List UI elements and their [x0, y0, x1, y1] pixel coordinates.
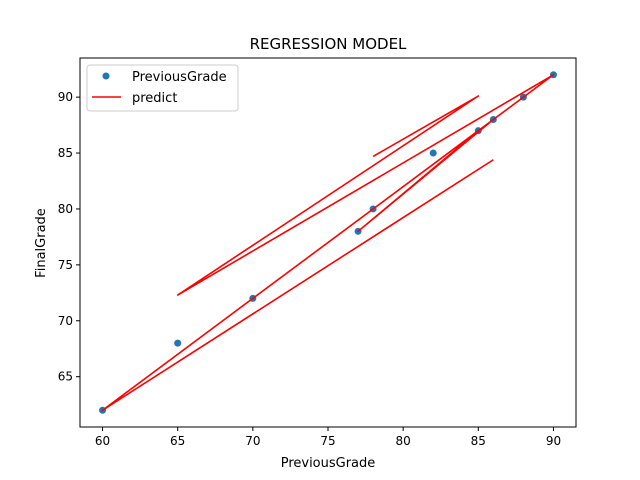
legend-scatter-marker — [102, 72, 110, 80]
predict-line — [101, 73, 555, 412]
legend: PreviousGrade predict — [86, 64, 239, 112]
legend-box — [86, 64, 239, 112]
y-tick-label: 75 — [58, 258, 73, 272]
x-tick-label: 70 — [245, 434, 260, 448]
y-tick-label: 65 — [58, 370, 73, 384]
chart-title: REGRESSION MODEL — [250, 35, 407, 53]
x-tick-label: 75 — [320, 434, 335, 448]
axis-ticks: 60 65 70 75 80 85 90 65 70 75 80 85 90 — [58, 90, 561, 448]
y-tick-label: 80 — [58, 202, 73, 216]
x-axis-label: PreviousGrade — [281, 456, 376, 471]
x-tick-label: 60 — [95, 434, 110, 448]
scatter-point — [429, 149, 437, 157]
legend-scatter-label: PreviousGrade — [132, 70, 227, 85]
y-tick-label: 70 — [58, 314, 73, 328]
y-axis-label: FinalGrade — [34, 208, 49, 278]
y-tick-label: 90 — [58, 90, 73, 104]
y-tick-label: 85 — [58, 146, 73, 160]
scatter-point — [174, 339, 182, 347]
plot-area — [99, 71, 557, 414]
legend-line-label: predict — [132, 91, 177, 106]
x-tick-label: 80 — [396, 434, 411, 448]
x-tick-label: 90 — [546, 434, 561, 448]
x-tick-label: 65 — [170, 434, 185, 448]
x-tick-label: 85 — [471, 434, 486, 448]
